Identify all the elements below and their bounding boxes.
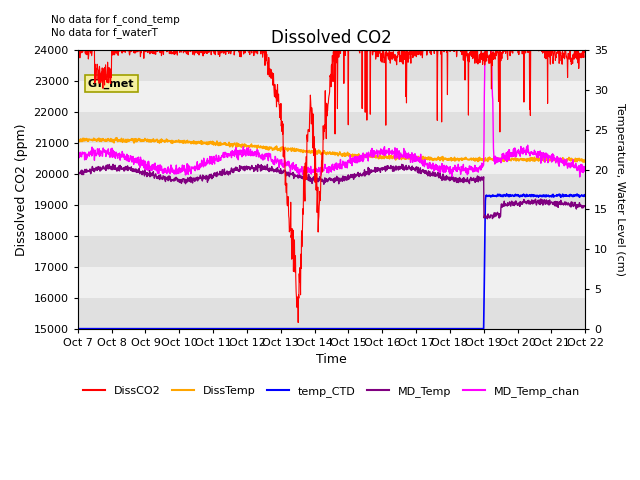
Legend: DissCO2, DissTemp, temp_CTD, MD_Temp, MD_Temp_chan: DissCO2, DissTemp, temp_CTD, MD_Temp, MD… xyxy=(79,381,584,401)
MD_Temp xyxy=(581,203,589,209)
MD_Temp xyxy=(300,175,308,181)
Bar xyxy=(78,143,585,174)
DissTemp xyxy=(309,148,317,154)
MD_Temp xyxy=(363,171,371,177)
DissCO2 xyxy=(310,117,317,123)
MD_Temp xyxy=(289,172,297,178)
Line: MD_Temp_chan: MD_Temp_chan xyxy=(78,47,585,177)
temp_CTD xyxy=(300,326,307,332)
temp_CTD xyxy=(113,326,121,332)
MD_Temp_chan xyxy=(576,174,584,180)
DissTemp xyxy=(300,148,308,154)
MD_Temp_chan xyxy=(309,169,317,175)
DissTemp xyxy=(581,157,589,163)
Text: GT_met: GT_met xyxy=(88,79,134,89)
DissCO2 xyxy=(76,44,83,50)
temp_CTD xyxy=(363,326,371,332)
DissCO2 xyxy=(581,49,589,55)
MD_Temp xyxy=(74,175,82,180)
Bar xyxy=(78,236,585,267)
temp_CTD xyxy=(74,326,82,332)
temp_CTD xyxy=(309,326,317,332)
MD_Temp_chan xyxy=(289,160,297,166)
DissCO2 xyxy=(113,48,121,54)
MD_Temp_chan xyxy=(134,155,141,160)
DissCO2 xyxy=(364,44,371,50)
DissCO2 xyxy=(134,48,142,54)
X-axis label: Time: Time xyxy=(316,353,347,366)
temp_CTD xyxy=(581,192,589,198)
MD_Temp_chan xyxy=(481,44,489,50)
DissTemp xyxy=(580,159,588,165)
Line: DissCO2: DissCO2 xyxy=(78,47,585,323)
Bar xyxy=(78,267,585,298)
MD_Temp xyxy=(484,216,492,222)
DissCO2 xyxy=(74,51,82,57)
DissTemp xyxy=(113,135,120,141)
MD_Temp xyxy=(134,168,141,174)
Bar xyxy=(78,81,585,112)
MD_Temp_chan xyxy=(300,168,307,173)
MD_Temp_chan xyxy=(363,150,371,156)
DissTemp xyxy=(134,136,142,142)
Bar xyxy=(78,112,585,143)
Y-axis label: Dissolved CO2 (ppm): Dissolved CO2 (ppm) xyxy=(15,123,28,256)
DissTemp xyxy=(363,154,371,159)
DissTemp xyxy=(289,146,297,152)
MD_Temp xyxy=(309,175,317,180)
MD_Temp xyxy=(254,161,262,167)
DissCO2 xyxy=(289,268,297,274)
Bar xyxy=(78,298,585,329)
Text: No data for f_cond_temp
No data for f_waterT: No data for f_cond_temp No data for f_wa… xyxy=(51,14,180,38)
Bar xyxy=(78,205,585,236)
DissCO2 xyxy=(294,320,302,325)
temp_CTD xyxy=(134,326,141,332)
MD_Temp_chan xyxy=(74,152,82,158)
Title: Dissolved CO2: Dissolved CO2 xyxy=(271,29,392,48)
MD_Temp xyxy=(113,165,121,171)
DissTemp xyxy=(113,137,121,143)
Line: DissTemp: DissTemp xyxy=(78,138,585,162)
Y-axis label: Temperature, Water Level (cm): Temperature, Water Level (cm) xyxy=(615,103,625,276)
Line: temp_CTD: temp_CTD xyxy=(78,194,585,329)
DissCO2 xyxy=(300,164,308,169)
MD_Temp_chan xyxy=(581,168,589,174)
Line: MD_Temp: MD_Temp xyxy=(78,164,585,219)
Bar xyxy=(78,50,585,81)
Bar xyxy=(78,174,585,205)
MD_Temp_chan xyxy=(113,153,121,159)
temp_CTD xyxy=(503,191,511,197)
temp_CTD xyxy=(289,326,297,332)
DissTemp xyxy=(74,137,82,143)
